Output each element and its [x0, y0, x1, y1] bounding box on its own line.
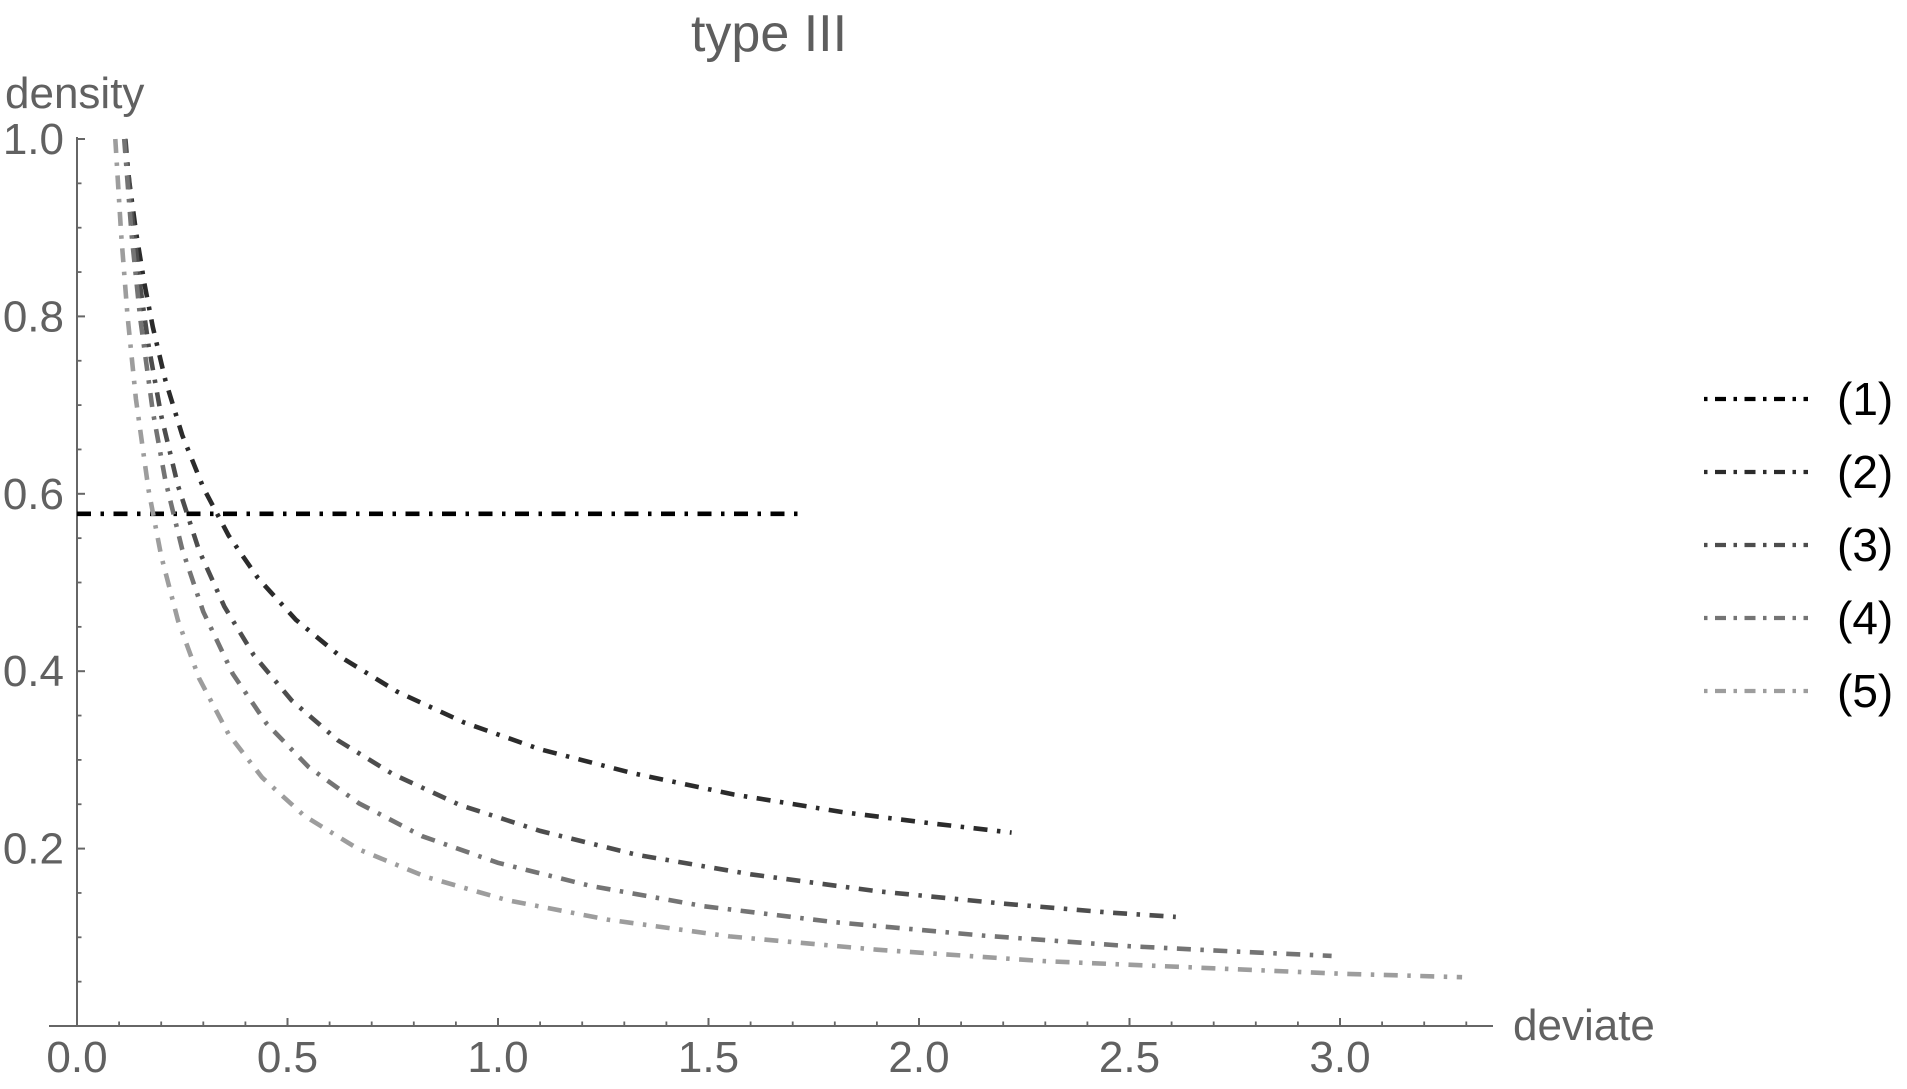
curve-3	[123, 138, 1176, 920]
x-tick-label: 3.0	[1309, 1033, 1370, 1082]
x-tick-label: 0.0	[46, 1033, 107, 1082]
y-tick-label: 0.8	[3, 292, 64, 341]
x-tick-label: 2.0	[888, 1033, 949, 1082]
y-axis-label: density	[5, 69, 145, 118]
x-tick-label: 2.5	[1099, 1033, 1160, 1082]
chart-title: type III	[690, 5, 848, 63]
x-tick-label: 0.5	[257, 1033, 318, 1082]
curve-2	[122, 138, 1012, 835]
x-axis-label: deviate	[1513, 1001, 1655, 1050]
y-tick-label: 1.0	[3, 115, 64, 164]
legend-label-3: (3)	[1837, 519, 1894, 571]
legend-label-2: (2)	[1837, 446, 1894, 498]
y-tick-label: 0.4	[3, 647, 64, 696]
y-tick-label: 0.2	[3, 825, 64, 874]
curve-4	[121, 138, 1332, 959]
x-tick-label: 1.5	[678, 1033, 739, 1082]
y-tick-label: 0.6	[3, 470, 64, 519]
curve-5	[113, 138, 1463, 980]
legend-label-1: (1)	[1837, 373, 1894, 425]
legend-label-4: (4)	[1837, 592, 1894, 644]
x-tick-label: 1.0	[467, 1033, 528, 1082]
legend-label-5: (5)	[1837, 665, 1894, 717]
